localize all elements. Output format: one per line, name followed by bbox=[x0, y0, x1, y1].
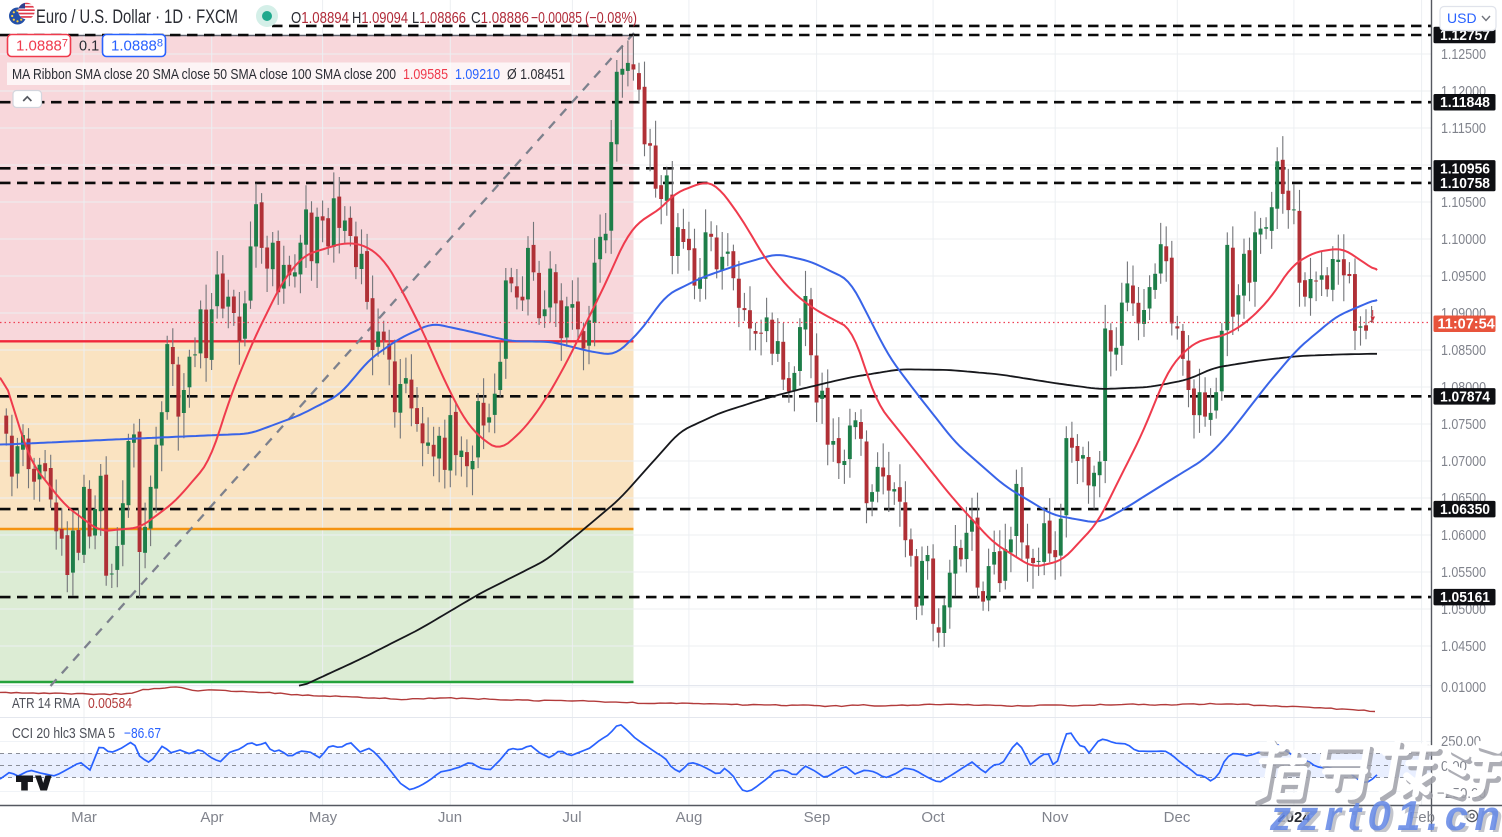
svg-text:250.00: 250.00 bbox=[1441, 734, 1481, 750]
svg-text:−0.00085: −0.00085 bbox=[531, 10, 582, 27]
svg-text:Aug: Aug bbox=[676, 809, 703, 826]
svg-text:1.12757: 1.12757 bbox=[1440, 28, 1490, 44]
svg-text:0.1: 0.1 bbox=[79, 39, 99, 55]
svg-text:0.01000: 0.01000 bbox=[1441, 680, 1486, 696]
svg-text:1.06000: 1.06000 bbox=[1441, 528, 1486, 544]
svg-text:1.11500: 1.11500 bbox=[1441, 121, 1486, 137]
svg-text:zzrt01.cn: zzrt01.cn bbox=[1269, 792, 1500, 832]
svg-text:1.11848: 1.11848 bbox=[1440, 95, 1490, 111]
svg-text:ATR 14 RMA: ATR 14 RMA bbox=[12, 696, 80, 712]
svg-text:1.08888: 1.08888 bbox=[111, 38, 163, 55]
svg-text:1.10000: 1.10000 bbox=[1441, 232, 1486, 248]
svg-text:Apr: Apr bbox=[200, 809, 223, 826]
svg-text:C1.08886: C1.08886 bbox=[471, 10, 529, 27]
svg-text:1.12500: 1.12500 bbox=[1441, 47, 1486, 63]
svg-text:0.00584: 0.00584 bbox=[88, 696, 132, 712]
svg-text:1.05500: 1.05500 bbox=[1441, 565, 1486, 581]
svg-text:Dec: Dec bbox=[1164, 809, 1191, 826]
svg-text:USD: USD bbox=[1447, 10, 1477, 26]
svg-text:1.09210: 1.09210 bbox=[455, 66, 500, 83]
svg-text:May: May bbox=[309, 809, 338, 826]
svg-text:Euro / U.S. Dollar · 1D · FXCM: Euro / U.S. Dollar · 1D · FXCM bbox=[36, 7, 238, 28]
svg-text:1.08500: 1.08500 bbox=[1441, 343, 1486, 359]
svg-text:(−0.08%): (−0.08%) bbox=[585, 10, 637, 27]
svg-text:1.04500: 1.04500 bbox=[1441, 639, 1486, 655]
svg-text:Jun: Jun bbox=[438, 809, 462, 826]
svg-text:1.07000: 1.07000 bbox=[1441, 454, 1486, 470]
svg-text:2024: 2024 bbox=[1277, 809, 1311, 826]
svg-text:Oct: Oct bbox=[921, 809, 945, 826]
svg-text:Feb: Feb bbox=[1409, 809, 1435, 826]
svg-text:1.10500: 1.10500 bbox=[1441, 195, 1486, 211]
svg-text:H1.09094: H1.09094 bbox=[352, 10, 408, 27]
svg-text:L1.08866: L1.08866 bbox=[412, 10, 466, 27]
svg-text:MA Ribbon SMA close 20 SMA clo: MA Ribbon SMA close 20 SMA close 50 SMA … bbox=[12, 66, 396, 83]
svg-text:1.06350: 1.06350 bbox=[1440, 502, 1490, 518]
svg-text:O1.08894: O1.08894 bbox=[291, 10, 349, 27]
svg-text:Jul: Jul bbox=[562, 809, 581, 826]
svg-text:−86.67: −86.67 bbox=[124, 726, 161, 742]
svg-text:1.07874: 1.07874 bbox=[1440, 389, 1490, 405]
svg-text:Sep: Sep bbox=[804, 809, 831, 826]
svg-text:1.10956: 1.10956 bbox=[1440, 161, 1490, 177]
svg-text:zzrt01.cn: zzrt01.cn bbox=[1272, 795, 1502, 832]
svg-text:Nov: Nov bbox=[1042, 809, 1069, 826]
svg-text:1.10758: 1.10758 bbox=[1440, 176, 1490, 192]
svg-text:1.05161: 1.05161 bbox=[1440, 590, 1490, 606]
svg-text:1.09500: 1.09500 bbox=[1441, 269, 1486, 285]
svg-text:1.09585: 1.09585 bbox=[403, 66, 448, 83]
svg-text:1.07500: 1.07500 bbox=[1441, 417, 1486, 433]
svg-text:Ø 1.08451: Ø 1.08451 bbox=[507, 66, 565, 83]
svg-text:1.05000: 1.05000 bbox=[1441, 602, 1486, 618]
svg-text:Mar: Mar bbox=[71, 809, 97, 826]
svg-text:11:07:54: 11:07:54 bbox=[1438, 317, 1495, 333]
svg-text:CCI 20 hlc3 SMA 5: CCI 20 hlc3 SMA 5 bbox=[12, 726, 115, 742]
svg-text:1.08887: 1.08887 bbox=[16, 38, 68, 55]
